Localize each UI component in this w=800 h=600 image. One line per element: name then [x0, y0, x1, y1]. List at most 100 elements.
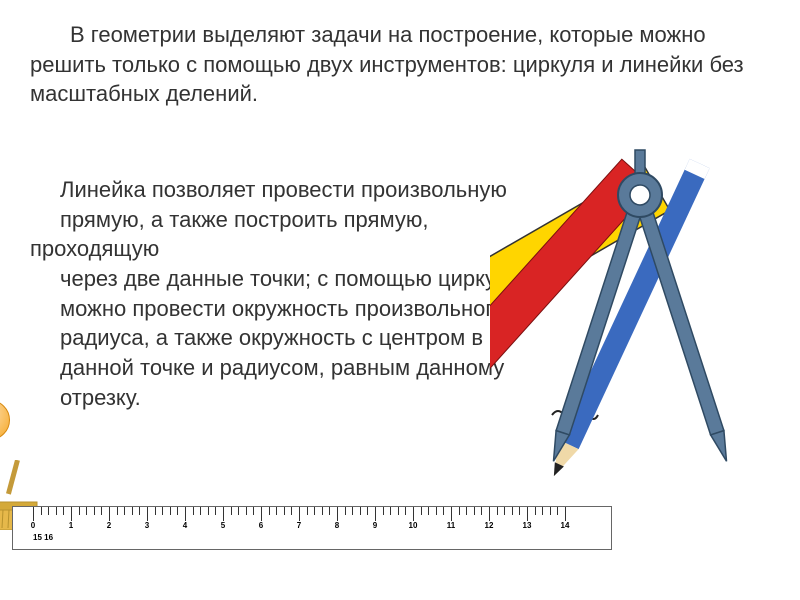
ruler-tick: [337, 507, 338, 521]
ruler-minor-tick: [86, 507, 87, 515]
ruler-numbers-line2: 15 16: [33, 533, 53, 542]
ruler-minor-tick: [101, 507, 102, 515]
ruler-minor-tick: [314, 507, 315, 515]
ruler-number: 9: [373, 521, 377, 530]
ruler-number: 13: [523, 521, 532, 530]
ruler-number: 2: [107, 521, 111, 530]
ruler-minor-tick: [398, 507, 399, 515]
body-line-6: радиуса, а также окружность с центром в: [60, 323, 770, 353]
ruler-minor-tick: [208, 507, 209, 515]
ruler-minor-tick: [284, 507, 285, 515]
ruler-illustration: 01234567891011121314 15 16: [12, 506, 612, 550]
ruler-minor-tick: [421, 507, 422, 515]
ruler-number: 0: [31, 521, 35, 530]
ruler-minor-tick: [276, 507, 277, 515]
ruler-tick: [147, 507, 148, 521]
ruler-minor-tick: [253, 507, 254, 515]
ruler-minor-tick: [360, 507, 361, 515]
ruler-minor-tick: [428, 507, 429, 515]
ruler-tick: [185, 507, 186, 521]
ruler-minor-tick: [322, 507, 323, 515]
ruler-minor-tick: [238, 507, 239, 515]
ruler-minor-tick: [383, 507, 384, 515]
body-line-5: можно провести окружность произвольного: [60, 294, 770, 324]
ruler-minor-tick: [56, 507, 57, 515]
ruler-number: 6: [259, 521, 263, 530]
ruler-minor-tick: [405, 507, 406, 515]
body-paragraph: Линейка позволяет провести произвольную …: [30, 175, 770, 413]
ruler-tick: [527, 507, 528, 521]
ruler-tick: [109, 507, 110, 521]
ruler-minor-tick: [269, 507, 270, 515]
ruler-number: 1: [69, 521, 73, 530]
ruler-minor-tick: [367, 507, 368, 515]
ruler-minor-tick: [155, 507, 156, 515]
ruler-minor-tick: [345, 507, 346, 515]
ruler-minor-tick: [512, 507, 513, 515]
ruler-minor-tick: [170, 507, 171, 515]
ruler-tick: [261, 507, 262, 521]
ruler-minor-tick: [79, 507, 80, 515]
ruler-tick: [565, 507, 566, 521]
ruler-minor-tick: [177, 507, 178, 515]
ruler-minor-tick: [132, 507, 133, 515]
ruler-minor-tick: [535, 507, 536, 515]
ruler-tick: [71, 507, 72, 521]
ruler-minor-tick: [474, 507, 475, 515]
ruler-minor-tick: [443, 507, 444, 515]
ruler-minor-tick: [329, 507, 330, 515]
body-line-2: прямую, а также построить прямую,: [60, 205, 770, 235]
ruler-number: 8: [335, 521, 339, 530]
ruler-number: 10: [409, 521, 418, 530]
ruler-minor-tick: [200, 507, 201, 515]
ruler-minor-tick: [466, 507, 467, 515]
ruler-minor-tick: [542, 507, 543, 515]
ruler-tick: [299, 507, 300, 521]
scribble-mark: [550, 405, 600, 425]
ruler-number: 11: [447, 521, 455, 530]
body-line-7: данной точке и радиусом, равным данному: [60, 353, 770, 383]
ruler-minor-tick: [231, 507, 232, 515]
ruler-minor-tick: [352, 507, 353, 515]
decorative-sphere: [0, 400, 10, 440]
ruler-number: 3: [145, 521, 149, 530]
intro-paragraph: В геометрии выделяют задачи на построени…: [30, 20, 770, 109]
ruler-minor-tick: [63, 507, 64, 515]
ruler-number: 7: [297, 521, 301, 530]
ruler-minor-tick: [557, 507, 558, 515]
ruler-number: 5: [221, 521, 225, 530]
ruler-minor-tick: [550, 507, 551, 515]
ruler-minor-tick: [504, 507, 505, 515]
ruler-minor-tick: [124, 507, 125, 515]
ruler-minor-tick: [215, 507, 216, 515]
ruler-minor-tick: [519, 507, 520, 515]
body-line-4: через две данные точки; с помощью циркул…: [60, 264, 770, 294]
ruler-minor-tick: [193, 507, 194, 515]
ruler-tick: [489, 507, 490, 521]
ruler-minor-tick: [307, 507, 308, 515]
ruler-minor-tick: [481, 507, 482, 515]
ruler-minor-tick: [41, 507, 42, 515]
ruler-minor-tick: [390, 507, 391, 515]
ruler-tick: [413, 507, 414, 521]
ruler-minor-tick: [436, 507, 437, 515]
ruler-tick: [223, 507, 224, 521]
ruler-minor-tick: [246, 507, 247, 515]
ruler-minor-tick: [48, 507, 49, 515]
ruler-number: 14: [561, 521, 570, 530]
ruler-tick: [375, 507, 376, 521]
intro-text: В геометрии выделяют задачи на построени…: [30, 22, 744, 106]
ruler-minor-tick: [117, 507, 118, 515]
ruler-tick: [451, 507, 452, 521]
body-line-3: проходящую: [30, 234, 770, 264]
body-line-1: Линейка позволяет провести произвольную: [60, 175, 770, 205]
body-line-8: отрезку.: [60, 383, 770, 413]
ruler-minor-tick: [139, 507, 140, 515]
ruler-minor-tick: [459, 507, 460, 515]
ruler-number: 12: [485, 521, 494, 530]
ruler-tick: [33, 507, 34, 521]
ruler-minor-tick: [94, 507, 95, 515]
ruler-number: 4: [183, 521, 187, 530]
ruler-minor-tick: [497, 507, 498, 515]
ruler-minor-tick: [291, 507, 292, 515]
